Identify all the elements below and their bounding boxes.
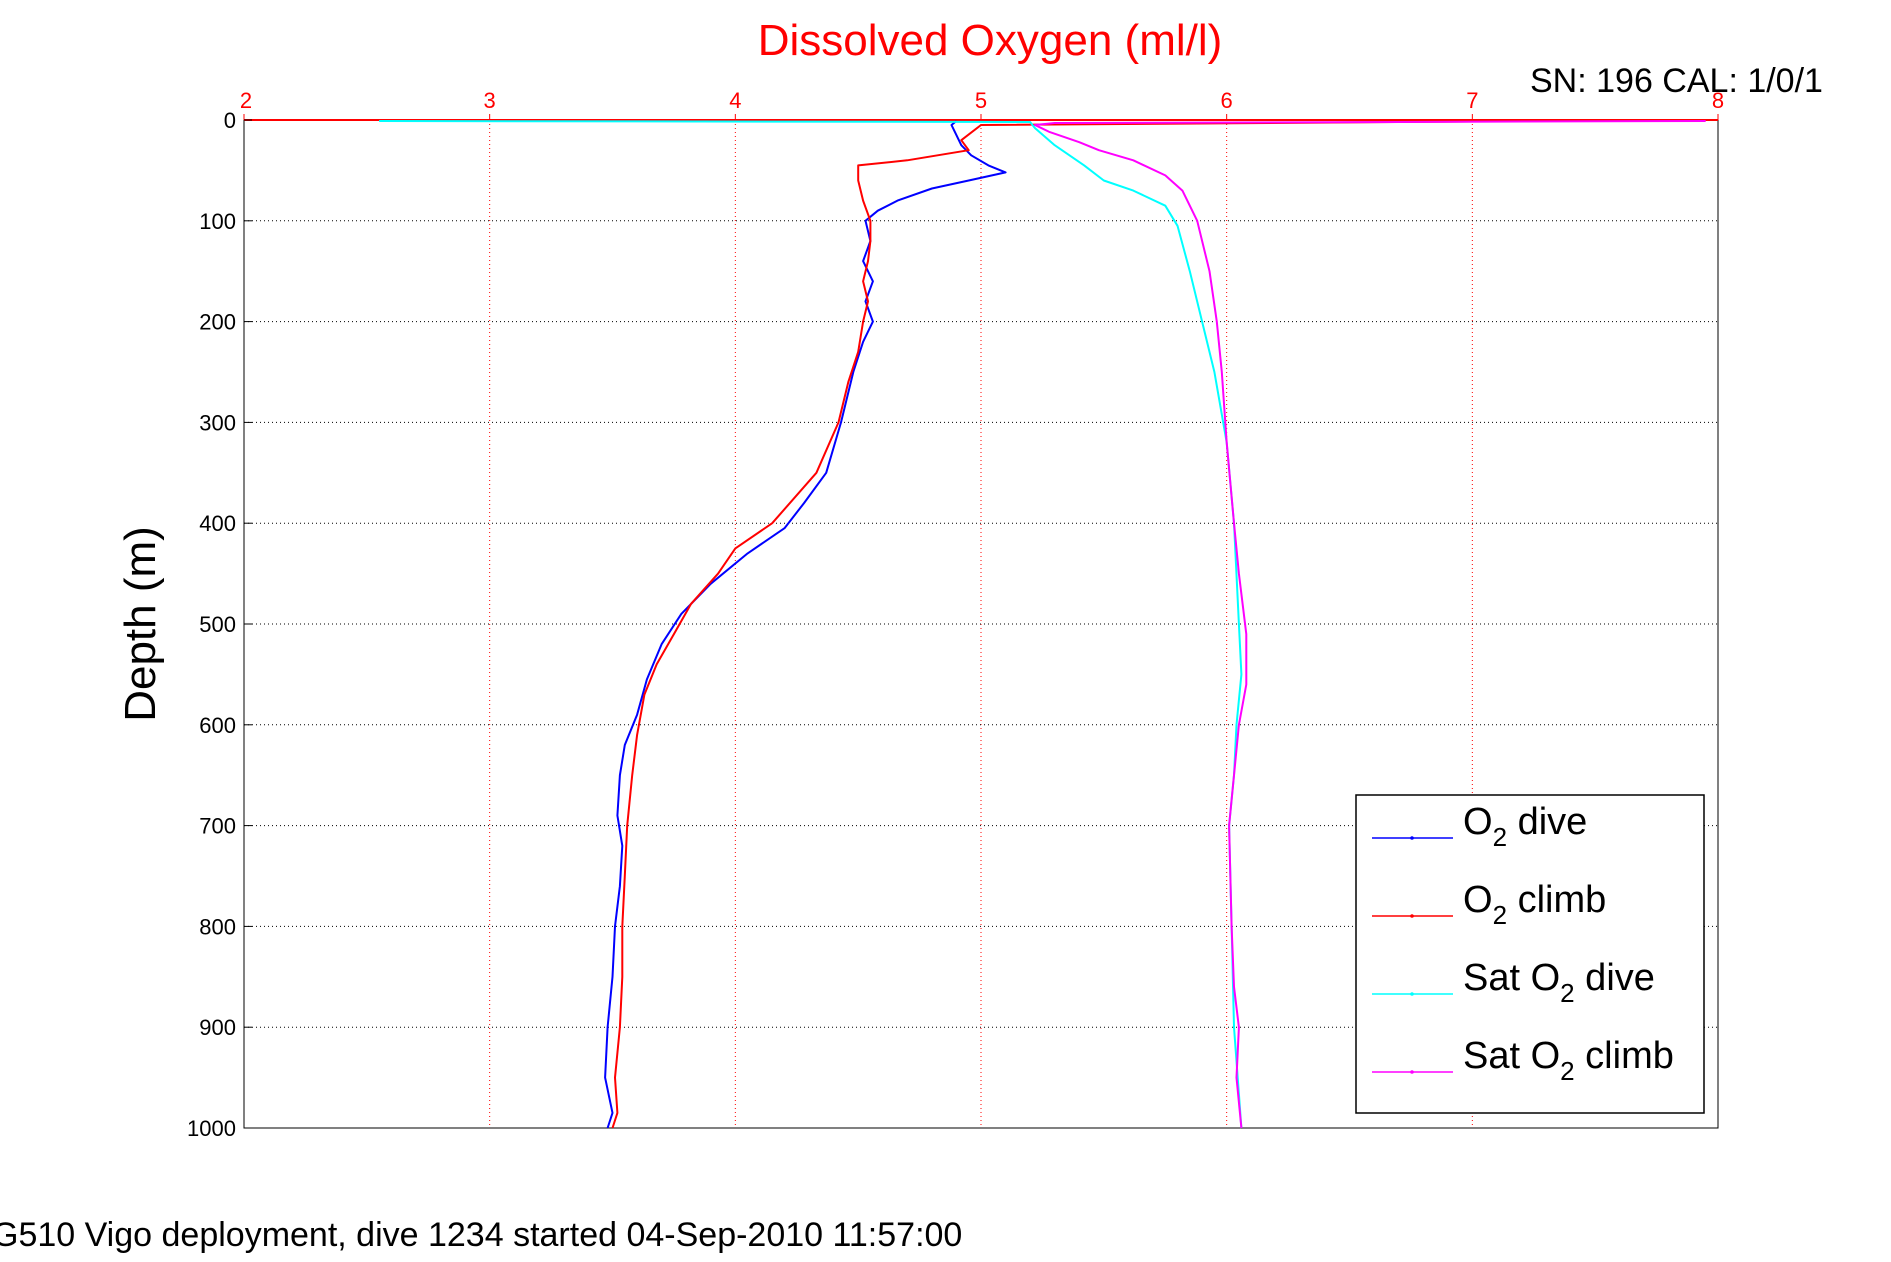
calibration-note: SN: 196 CAL: 1/0/1 bbox=[1530, 62, 1823, 100]
legend-label-sat-o2-dive: Sat O2 dive bbox=[1463, 957, 1655, 1008]
x-tick-label: 5 bbox=[975, 88, 987, 113]
y-tick-label: 900 bbox=[199, 1015, 236, 1040]
legend-marker-o2-climb bbox=[1410, 914, 1414, 918]
legend-marker-o2-dive bbox=[1410, 836, 1414, 840]
y-tick-label: 200 bbox=[199, 310, 236, 335]
y-tick-label: 300 bbox=[199, 410, 236, 435]
x-tick-label: 3 bbox=[484, 88, 496, 113]
series-line-sat-o2-climb bbox=[1034, 120, 1706, 1129]
y-tick-label: 800 bbox=[199, 914, 236, 939]
y-tick-label: 400 bbox=[199, 511, 236, 536]
y-tick-label: 500 bbox=[199, 612, 236, 637]
legend-marker-sat-o2-dive bbox=[1410, 992, 1414, 996]
y-tick-label: 700 bbox=[199, 814, 236, 839]
series-layer bbox=[379, 120, 1706, 1129]
series-line-o2-climb bbox=[611, 120, 1547, 1129]
legend-label-sat-o2-climb: Sat O2 climb bbox=[1463, 1035, 1674, 1086]
legend-box bbox=[1355, 794, 1705, 1114]
x-tick-label: 6 bbox=[1221, 88, 1233, 113]
x-tick-label: 8 bbox=[1712, 88, 1724, 113]
y-tick-label: 600 bbox=[199, 713, 236, 738]
legend-label-o2-dive: O2 dive bbox=[1463, 801, 1587, 852]
series-line-o2-dive bbox=[604, 120, 1007, 1129]
y-tick-label: 1000 bbox=[187, 1116, 236, 1141]
legend-marker-sat-o2-climb bbox=[1410, 1070, 1414, 1074]
y-tick-labels: 0 100 200 300 400 500 600 700 800 900 1000 bbox=[187, 108, 252, 1141]
y-tick-label: 0 bbox=[224, 108, 236, 133]
x-tick-label: 2 bbox=[240, 88, 252, 113]
x-tick-labels: 2 3 4 5 6 7 8 bbox=[240, 88, 1724, 120]
legend-label-o2-climb: O2 climb bbox=[1463, 879, 1606, 930]
x-tick-label: 7 bbox=[1466, 88, 1478, 113]
x-tick-label: 4 bbox=[729, 88, 741, 113]
chart-title: Dissolved Oxygen (ml/l) bbox=[758, 16, 1223, 65]
footer-caption: G510 Vigo deployment, dive 1234 started … bbox=[0, 1216, 962, 1254]
y-axis-label: Depth (m) bbox=[116, 526, 165, 722]
legend: O2 dive O2 climb Sat O2 dive Sat O2 climb bbox=[1355, 794, 1705, 1114]
y-tick-label: 100 bbox=[199, 209, 236, 234]
